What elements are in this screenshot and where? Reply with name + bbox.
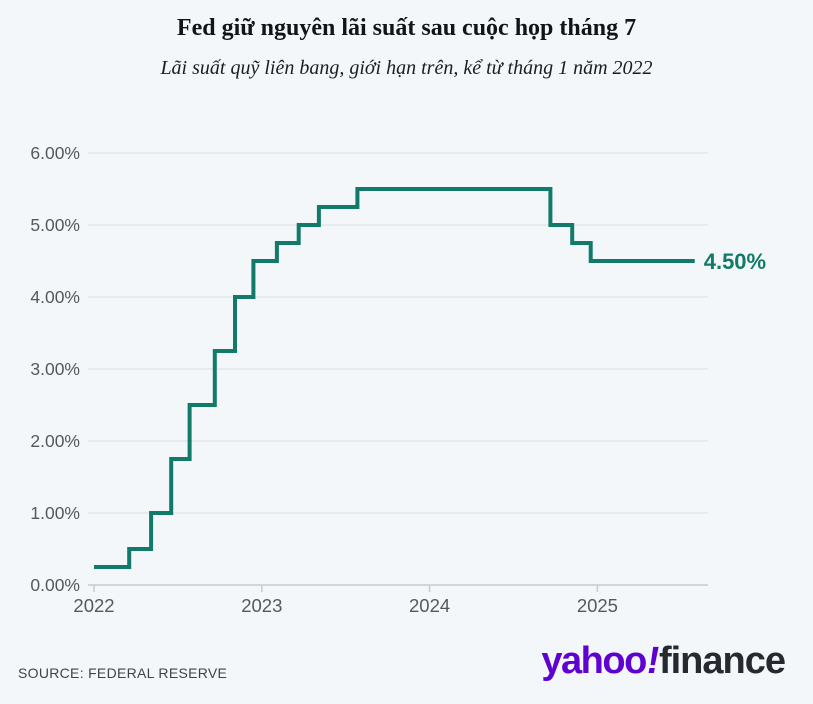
x-axis-tick-label: 2024 bbox=[409, 595, 450, 616]
page-subtitle: Lãi suất quỹ liên bang, giới hạn trên, k… bbox=[160, 57, 653, 79]
y-axis-tick-label: 3.00% bbox=[30, 359, 80, 379]
finance-wordmark: finance bbox=[658, 640, 786, 682]
y-axis-tick-label: 5.00% bbox=[30, 215, 80, 235]
source-label: SOURCE: FEDERAL RESERVE bbox=[18, 665, 228, 681]
y-axis-tick-label: 4.00% bbox=[30, 287, 80, 307]
fed-rate-step-chart: 0.00% 1.00% 2.00% 3.00% 4.00% 5.00% 6.00% 2022 2… bbox=[30, 143, 766, 616]
x-axis-tick-label: 2022 bbox=[73, 595, 114, 616]
y-axis-tick-label: 6.00% bbox=[30, 143, 80, 163]
y-axis-tick-label: 1.00% bbox=[30, 503, 80, 523]
yahoo-finance-logo: yahoo!finance bbox=[541, 640, 786, 683]
rate-step-line bbox=[94, 187, 695, 569]
x-axis-tick-label: 2025 bbox=[577, 595, 618, 616]
yahoo-wordmark: yahoo bbox=[541, 640, 647, 682]
end-value-label: 4.50% bbox=[704, 249, 766, 274]
y-axis-tick-label: 0.00% bbox=[30, 575, 80, 595]
x-axis-tick-label: 2023 bbox=[241, 595, 282, 616]
page-title: Fed giữ nguyên lãi suất sau cuộc họp thá… bbox=[176, 15, 637, 41]
y-axis-tick-label: 2.00% bbox=[30, 431, 80, 451]
